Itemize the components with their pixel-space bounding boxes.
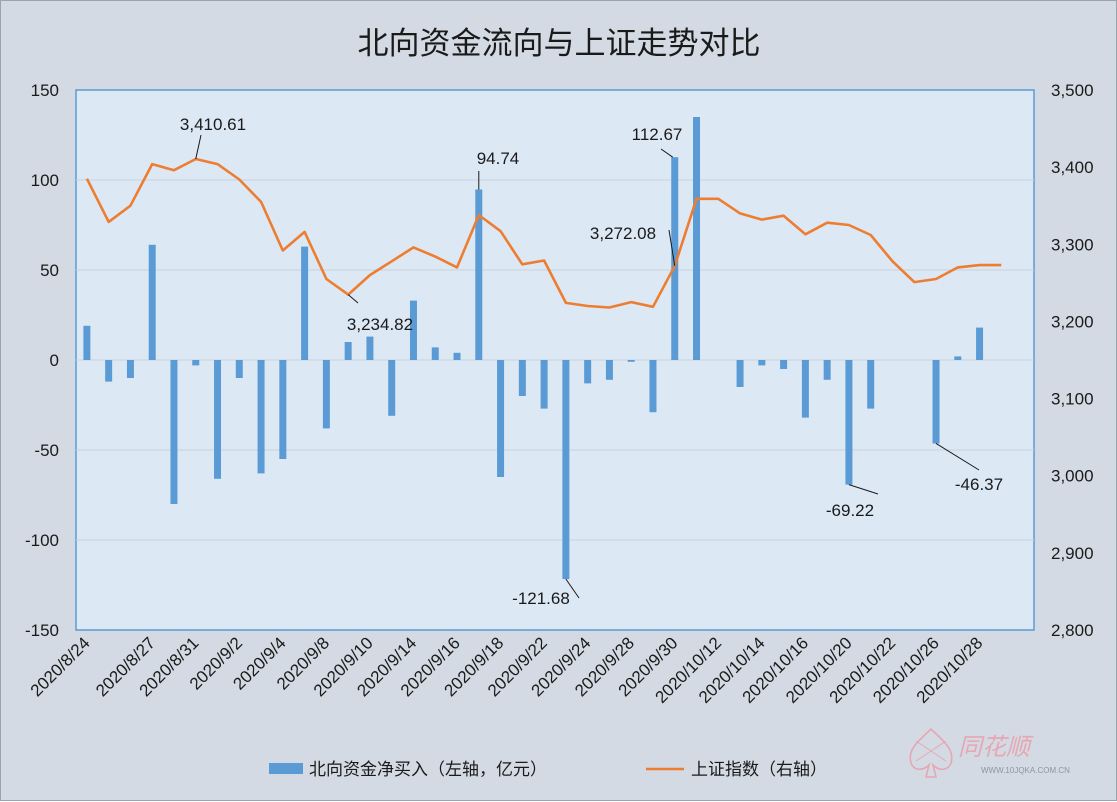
bar-series [83, 117, 984, 580]
bar [322, 360, 330, 429]
left-tick-label: 0 [50, 351, 59, 370]
logo-text: 同花顺 [958, 733, 1034, 761]
annotation-leader [347, 294, 359, 304]
bar [105, 360, 113, 382]
bar [584, 360, 592, 384]
bar [562, 360, 570, 580]
right-axis: 3,500 3,400 3,300 3,200 3,100 3,000 2,900 2,800 [1051, 81, 1094, 640]
bar [279, 360, 287, 459]
bar [409, 300, 417, 360]
bar [801, 360, 809, 418]
legend-swatch-bar [269, 763, 303, 774]
bar [148, 244, 156, 360]
left-axis: 150 100 50 0 -50 -100 -150 [25, 81, 59, 640]
logo-spade-icon [909, 727, 953, 778]
bar [83, 325, 91, 360]
right-tick-label: 3,200 [1051, 312, 1094, 331]
x-axis: 2020/8/242020/8/272020/8/312020/9/22020/… [27, 633, 987, 707]
legend-label-line: 上证指数（右轴） [691, 760, 827, 780]
logo: 同花顺 WWW.10JQKA.COM.CN [909, 727, 1070, 778]
annotation-label: 3,272.08 [590, 224, 656, 243]
bar [823, 360, 831, 380]
bar [649, 360, 657, 413]
bar [126, 360, 134, 378]
bar [344, 342, 352, 360]
bar [170, 360, 178, 504]
annotation-leader [195, 134, 202, 160]
bar [453, 352, 461, 360]
line-path [85, 157, 1002, 309]
left-tick-label: -50 [34, 441, 59, 460]
bar [845, 360, 853, 485]
bar [235, 360, 243, 378]
annotation-label: 3,410.61 [180, 115, 246, 134]
right-tick-label: 2,800 [1051, 621, 1094, 640]
chart-title: 北向资金流向与上证走势对比 [358, 26, 761, 62]
annotation-leader [565, 578, 580, 599]
bar [758, 360, 766, 366]
left-tick-label: 100 [31, 171, 59, 190]
annotation-label: 94.74 [477, 149, 520, 168]
bar [780, 360, 788, 369]
x-tick-label: 2020/8/24 [27, 633, 94, 700]
annotation-label: -46.37 [955, 475, 1003, 494]
annotation-leader [660, 148, 674, 158]
legend: 北向资金净买入（左轴，亿元） 上证指数（右轴） [269, 760, 827, 780]
right-tick-label: 3,100 [1051, 390, 1094, 409]
bar [388, 360, 396, 416]
bar [431, 347, 439, 360]
legend-label-bar: 北向资金净买入（左轴，亿元） [309, 760, 547, 780]
right-tick-label: 3,400 [1051, 158, 1094, 177]
bar [693, 117, 701, 360]
bar [475, 189, 483, 360]
right-tick-label: 3,500 [1051, 81, 1094, 100]
left-tick-label: 50 [40, 261, 59, 280]
left-tick-label: 150 [31, 81, 59, 100]
annotation-label: 112.67 [632, 125, 683, 144]
bar [736, 360, 744, 387]
left-tick-label: -150 [25, 621, 59, 640]
bar [540, 360, 548, 409]
bar [932, 360, 940, 444]
annotation-label: 3,234.82 [347, 315, 413, 334]
line-series [85, 157, 1002, 309]
bar [605, 360, 613, 380]
bar [954, 356, 962, 360]
left-tick-label: -100 [25, 531, 59, 550]
bar [214, 360, 222, 479]
right-tick-label: 3,000 [1051, 467, 1094, 486]
annotation-leader [668, 229, 676, 266]
gridlines [76, 179, 1034, 541]
bar [366, 336, 374, 360]
bar [192, 360, 200, 366]
right-tick-label: 2,900 [1051, 544, 1094, 563]
bar [301, 246, 309, 360]
bar [257, 360, 265, 474]
annotation-leader [935, 443, 980, 471]
annotation-label: -121.68 [512, 589, 570, 608]
bar [497, 360, 505, 477]
bar [976, 327, 984, 360]
annotation-leader [848, 484, 879, 495]
bar [867, 360, 875, 409]
annotation-label: -69.22 [826, 501, 874, 520]
bar [627, 360, 635, 362]
logo-url: WWW.10JQKA.COM.CN [981, 766, 1070, 775]
right-tick-label: 3,300 [1051, 235, 1094, 254]
bar [671, 157, 679, 360]
annotations: 3,410.61 94.74 112.67 3,272.08 3,234.82 -121.… [180, 115, 1003, 608]
bar [518, 360, 526, 396]
